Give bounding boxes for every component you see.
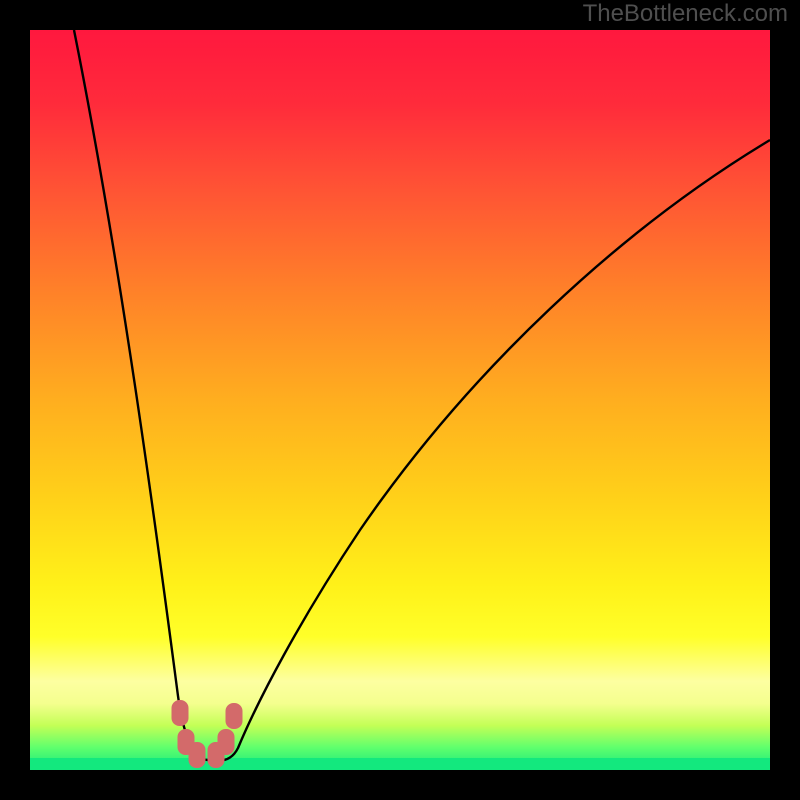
valley-marker [172, 700, 189, 726]
valley-marker [189, 742, 206, 768]
watermark-text: TheBottleneck.com [583, 0, 788, 28]
border-right [770, 0, 800, 800]
border-left [0, 0, 30, 800]
green-baseline-strip [30, 758, 770, 770]
chart-stage: TheBottleneck.com [0, 0, 800, 800]
border-bottom [0, 770, 800, 800]
plot-background [30, 30, 770, 770]
valley-marker [218, 729, 235, 755]
valley-marker [226, 703, 243, 729]
